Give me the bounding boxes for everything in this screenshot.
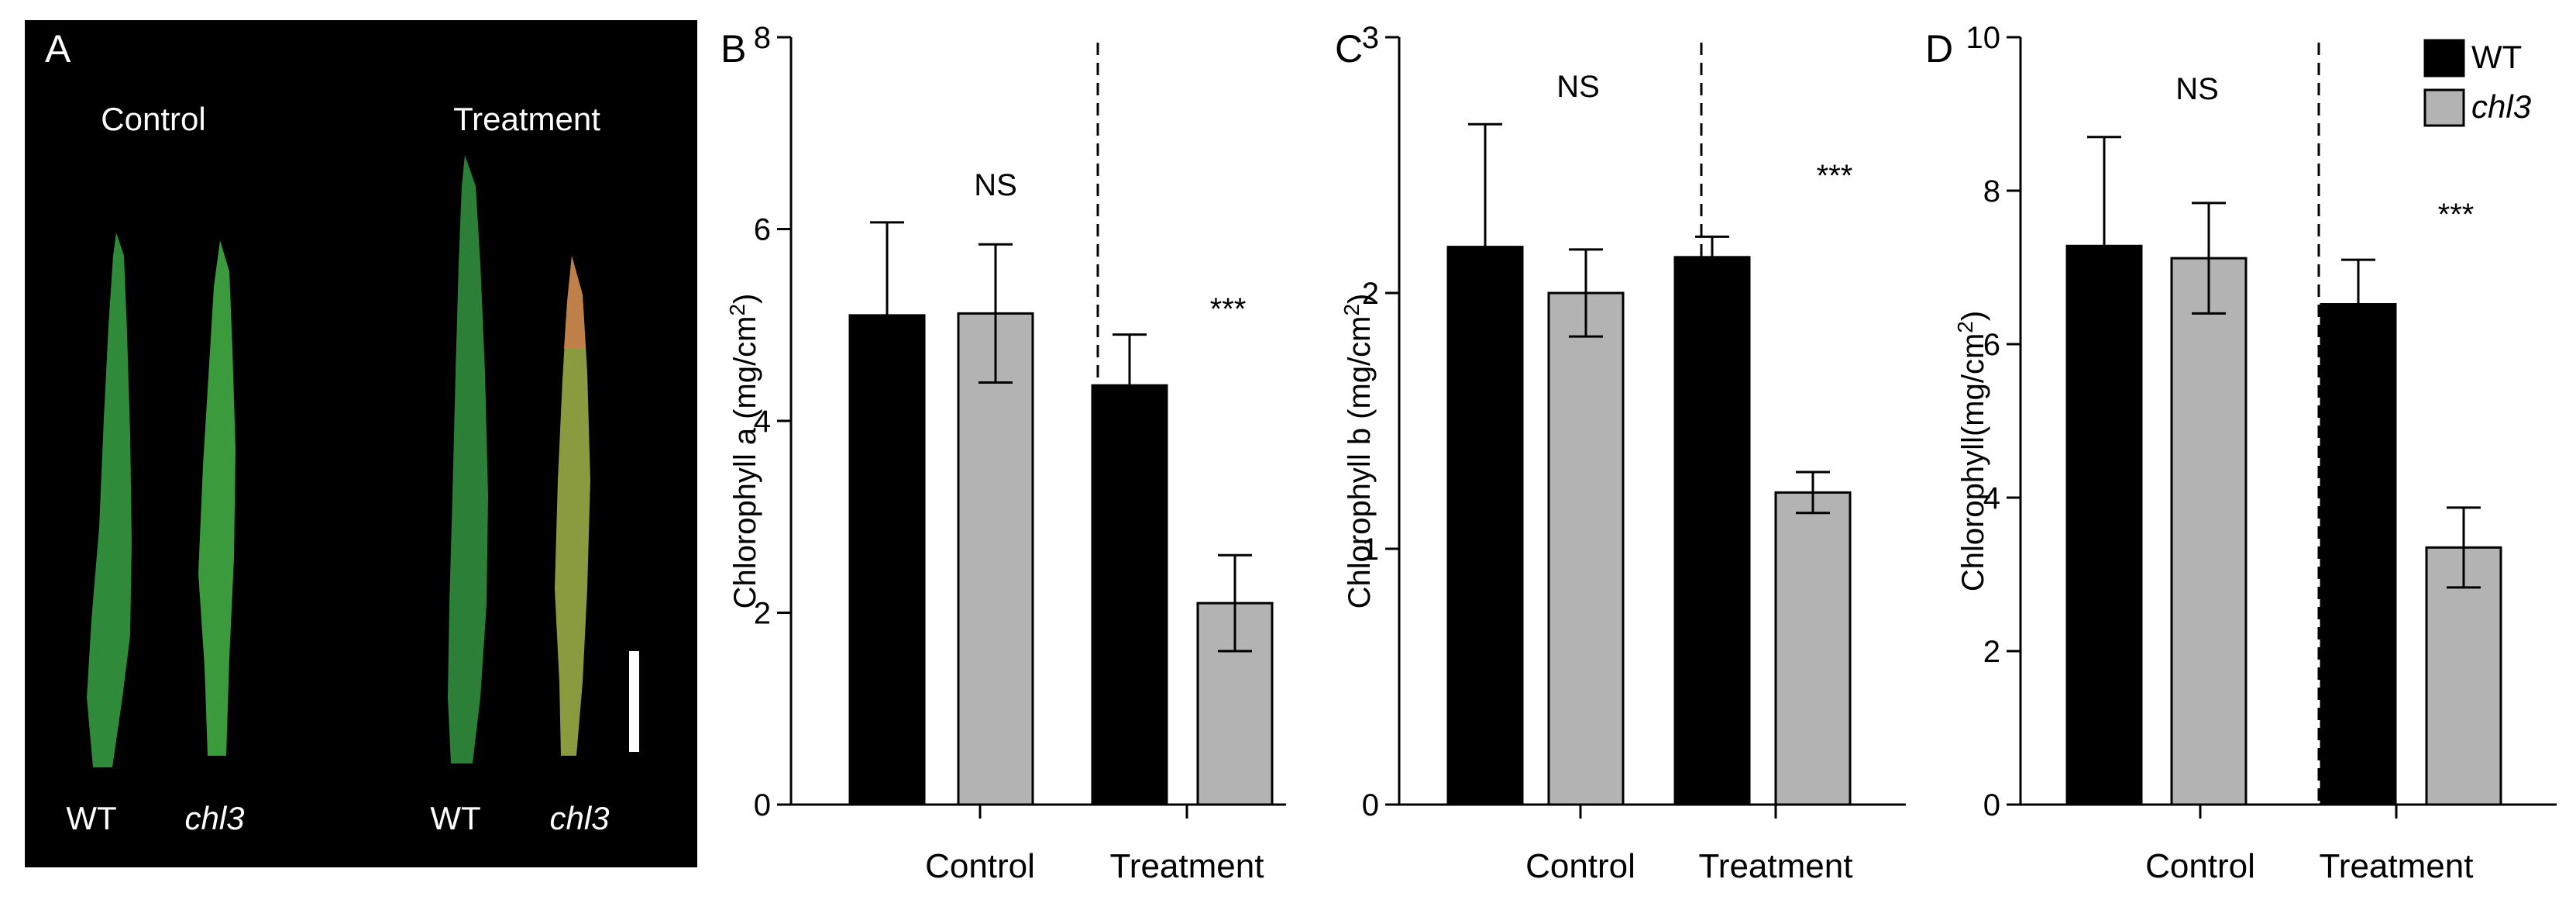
y-tick-label: 6 bbox=[1983, 328, 2000, 362]
legend: WT chl3 bbox=[2423, 39, 2531, 127]
bar-chl3-control bbox=[2170, 257, 2248, 806]
bar-chl3-control bbox=[957, 312, 1034, 806]
y-tick-label: 8 bbox=[754, 21, 771, 55]
significance-label-treatment: *** bbox=[2438, 198, 2475, 232]
x-category-label-treatment: Treatment bbox=[2320, 847, 2474, 885]
photo-group-label-treatment: Treatment bbox=[453, 101, 600, 137]
x-category-label-treatment: Treatment bbox=[1699, 847, 1853, 885]
panel-a: A Control Treatment WT chl3 WT chl3 bbox=[25, 20, 697, 867]
y-tick-label: 2 bbox=[1362, 277, 1379, 311]
bar-chl3-control bbox=[1547, 291, 1625, 806]
panel-letter-d: D bbox=[1925, 27, 1953, 71]
y-tick-label: 0 bbox=[754, 788, 771, 822]
legend-swatch-chl3 bbox=[2423, 88, 2465, 127]
y-tick-label: 3 bbox=[1362, 21, 1379, 55]
x-category-label-control: Control bbox=[925, 847, 1035, 885]
chart-panel-d: D Chlorophyll(mg/cm2) Control Treatment … bbox=[1925, 21, 2557, 885]
y-tick-label: 10 bbox=[1966, 21, 2001, 55]
y-axis-label: Chlorophyll(mg/cm2) bbox=[1953, 311, 1990, 591]
photo-group-label-control: Control bbox=[101, 101, 205, 137]
significance-label-control: NS bbox=[974, 168, 1017, 202]
bar-wt-treatment bbox=[2320, 303, 2397, 806]
photo-genotype-label-wt-1: WT bbox=[66, 800, 116, 836]
x-category-label-treatment: Treatment bbox=[1110, 847, 1264, 885]
bar-chl3-treatment bbox=[1774, 491, 1852, 806]
bar-wt-treatment bbox=[1673, 256, 1751, 806]
significance-label-treatment: *** bbox=[1210, 292, 1247, 326]
leaf-chl3-treatment bbox=[555, 256, 590, 756]
panel-letter-b: B bbox=[721, 27, 746, 71]
legend-label-wt: WT bbox=[2471, 39, 2522, 75]
photo-genotype-label-chl3-1: chl3 bbox=[184, 800, 244, 836]
chart-panel-c: C Chlorophyll b (mg/cm2) Control Treatme… bbox=[1335, 21, 1906, 885]
y-tick-label: 8 bbox=[1983, 174, 2000, 209]
x-category-label-control: Control bbox=[1525, 847, 1635, 885]
y-tick-label: 2 bbox=[1983, 635, 2000, 669]
photo-genotype-label-wt-2: WT bbox=[430, 800, 480, 836]
leaf-chl3-treatment-tip bbox=[564, 256, 586, 349]
leaf-wt-treatment bbox=[448, 155, 488, 764]
panel-letter-a: A bbox=[45, 27, 71, 71]
significance-label-control: NS bbox=[1556, 70, 1600, 104]
leaf-wt-control bbox=[87, 233, 132, 767]
y-axis-label: Chlorophyll a (mg/cm2) bbox=[725, 294, 762, 609]
bar-wt-treatment bbox=[1091, 384, 1168, 806]
panel-letter-c: C bbox=[1335, 27, 1363, 71]
y-tick-label: 1 bbox=[1362, 533, 1379, 567]
y-tick-label: 0 bbox=[1362, 788, 1379, 822]
legend-label-chl3: chl3 bbox=[2471, 88, 2531, 125]
y-tick-label: 2 bbox=[754, 597, 771, 631]
y-tick-label: 0 bbox=[1983, 788, 2000, 822]
y-tick-label: 4 bbox=[1983, 481, 2000, 515]
leaf-chl3-control bbox=[198, 240, 236, 756]
chart-panel-b: B Chlorophyll a (mg/cm2) Control Treatme… bbox=[721, 21, 1286, 885]
y-tick-label: 6 bbox=[754, 213, 771, 247]
y-tick-label: 4 bbox=[754, 405, 771, 439]
y-axis-label: Chlorophyll b (mg/cm2) bbox=[1340, 294, 1377, 609]
photo-genotype-label-chl3-2: chl3 bbox=[549, 800, 609, 836]
legend-swatch-wt bbox=[2423, 39, 2465, 78]
x-category-label-control: Control bbox=[2145, 847, 2255, 885]
scale-bar bbox=[629, 651, 639, 752]
significance-label-control: NS bbox=[2175, 72, 2219, 106]
bar-chl3-treatment bbox=[2425, 546, 2502, 806]
significance-label-treatment: *** bbox=[1817, 159, 1853, 193]
